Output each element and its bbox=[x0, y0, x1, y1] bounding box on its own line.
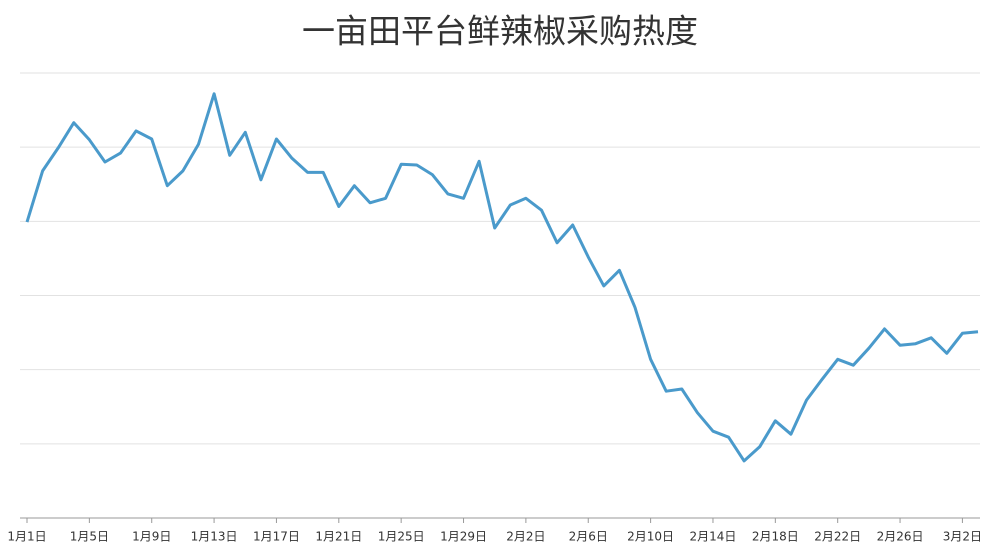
x-tick-label: 3月2日 bbox=[943, 530, 982, 544]
x-tick-label: 2月26日 bbox=[877, 530, 924, 544]
line-series bbox=[25, 92, 979, 463]
x-tick-label: 1月25日 bbox=[378, 530, 425, 544]
chart-title: 一亩田平台鲜辣椒采购热度 bbox=[302, 12, 698, 51]
x-tick-label: 2月14日 bbox=[690, 530, 737, 544]
x-tick-label: 1月9日 bbox=[132, 530, 171, 544]
x-tick-label: 2月2日 bbox=[506, 530, 545, 544]
x-tick-label: 2月22日 bbox=[814, 530, 861, 544]
x-tick-label: 1月1日 bbox=[7, 530, 46, 544]
x-tick-label: 2月6日 bbox=[569, 530, 608, 544]
x-tick-label: 1月21日 bbox=[315, 530, 362, 544]
x-tick-label: 1月5日 bbox=[70, 530, 109, 544]
x-tick-label: 2月10日 bbox=[627, 530, 674, 544]
x-tick-label: 1月13日 bbox=[191, 530, 238, 544]
x-tick-label: 2月18日 bbox=[752, 530, 799, 544]
x-tick-label: 1月29日 bbox=[440, 530, 487, 544]
x-tick-label: 1月17日 bbox=[253, 530, 300, 544]
